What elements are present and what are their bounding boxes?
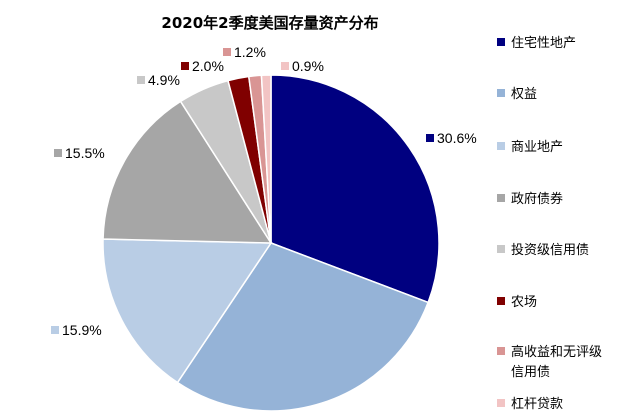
legend-label-8: 杠杆贷款 [511, 396, 563, 412]
legend-swatch-6 [497, 297, 505, 305]
legend-swatch-2 [497, 89, 505, 97]
pie-slice-8 [260, 74, 272, 244]
legend-label-3: 商业地产 [511, 140, 563, 155]
legend-swatch-7 [497, 347, 505, 355]
data-label-6: 2.0% [192, 58, 224, 74]
data-label-marker-1 [426, 134, 434, 142]
legend-swatch-5 [497, 245, 505, 253]
data-label-5: 4.9% [148, 72, 180, 88]
pie-slice-4 [102, 100, 273, 244]
data-label-marker-7 [223, 48, 231, 56]
data-label-1: 30.6% [437, 130, 477, 146]
legend-swatch-1 [497, 38, 505, 46]
data-label-marker-4 [54, 149, 62, 157]
legend-label-7-line-2: 信用债 [511, 365, 550, 380]
data-label-marker-6 [181, 62, 189, 70]
data-label-3: 15.9% [62, 322, 102, 338]
pie-slice-2 [176, 242, 430, 412]
pie-slice-1 [270, 74, 440, 304]
data-label-marker-3 [51, 326, 59, 334]
legend-swatch-4 [497, 194, 505, 202]
data-label-4: 15.5% [65, 145, 105, 161]
data-label-marker-5 [137, 76, 145, 84]
legend-swatch-8 [497, 399, 505, 407]
legend-swatch-3 [497, 142, 505, 150]
legend-label-5: 投资级信用债 [511, 242, 589, 258]
legend-label-6: 农场 [511, 295, 537, 310]
data-label-7: 1.2% [234, 44, 266, 60]
data-label-marker-8 [281, 62, 289, 70]
legend-label-1: 住宅性地产 [511, 36, 576, 51]
chart-title: 2020年2季度美国存量资产分布 [161, 14, 378, 32]
pie-slice-3 [102, 238, 273, 384]
pie-data-labels: 30.6% 15.9% 15.5% 4.9% 2.0% 1.2% 0.9% [51, 44, 477, 338]
legend-label-7: 高收益和无评级 [511, 344, 602, 360]
pie-slices [102, 74, 440, 412]
legend-label-2: 权益 [511, 86, 537, 102]
legend-label-4: 政府债券 [511, 191, 563, 207]
data-label-8: 0.9% [292, 58, 324, 74]
